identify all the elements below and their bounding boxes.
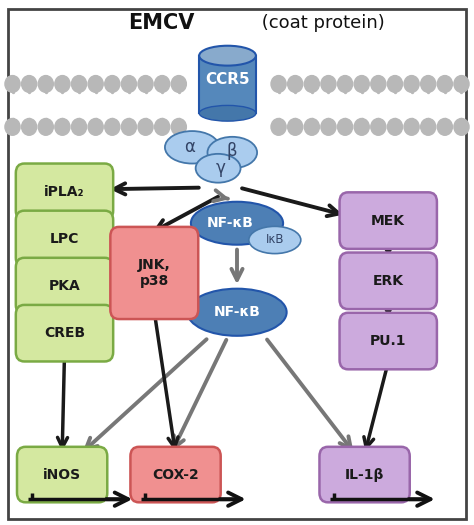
Circle shape xyxy=(72,76,87,92)
Circle shape xyxy=(387,119,402,135)
Circle shape xyxy=(38,119,54,135)
Circle shape xyxy=(5,119,20,135)
Circle shape xyxy=(271,76,286,92)
Circle shape xyxy=(454,119,469,135)
Circle shape xyxy=(105,119,120,135)
Circle shape xyxy=(371,76,386,92)
Circle shape xyxy=(138,76,153,92)
FancyBboxPatch shape xyxy=(16,258,113,314)
Circle shape xyxy=(55,119,70,135)
Text: IκB: IκB xyxy=(265,234,284,246)
Circle shape xyxy=(55,76,70,92)
FancyBboxPatch shape xyxy=(339,313,437,369)
Text: EMCV: EMCV xyxy=(128,13,195,33)
Circle shape xyxy=(155,119,170,135)
Text: iNOS: iNOS xyxy=(43,468,81,481)
Circle shape xyxy=(321,119,336,135)
Circle shape xyxy=(337,76,353,92)
Text: (coat protein): (coat protein) xyxy=(256,14,385,32)
Text: NF-κB: NF-κB xyxy=(214,305,260,319)
Circle shape xyxy=(304,119,319,135)
Ellipse shape xyxy=(165,131,219,164)
Text: CREB: CREB xyxy=(44,326,85,340)
Circle shape xyxy=(5,76,20,92)
Circle shape xyxy=(371,119,386,135)
Circle shape xyxy=(420,76,436,92)
FancyBboxPatch shape xyxy=(130,447,221,502)
FancyBboxPatch shape xyxy=(339,253,437,309)
Circle shape xyxy=(337,119,353,135)
Text: PU.1: PU.1 xyxy=(370,334,407,348)
Circle shape xyxy=(155,76,170,92)
Circle shape xyxy=(22,119,36,135)
Ellipse shape xyxy=(249,226,301,254)
FancyBboxPatch shape xyxy=(16,211,113,267)
Ellipse shape xyxy=(208,137,257,168)
Circle shape xyxy=(354,76,369,92)
FancyBboxPatch shape xyxy=(199,56,256,113)
Circle shape xyxy=(88,76,103,92)
Circle shape xyxy=(438,119,452,135)
FancyBboxPatch shape xyxy=(8,8,466,519)
Circle shape xyxy=(354,119,369,135)
Text: NF-κB: NF-κB xyxy=(207,216,253,230)
FancyBboxPatch shape xyxy=(17,447,107,502)
Circle shape xyxy=(404,119,419,135)
Ellipse shape xyxy=(199,106,256,121)
Circle shape xyxy=(171,76,186,92)
Circle shape xyxy=(72,119,87,135)
Circle shape xyxy=(88,119,103,135)
Circle shape xyxy=(438,76,452,92)
Circle shape xyxy=(105,76,120,92)
Text: iPLA₂: iPLA₂ xyxy=(44,185,85,199)
Text: JNK,
p38: JNK, p38 xyxy=(138,258,171,288)
Circle shape xyxy=(420,119,436,135)
Circle shape xyxy=(321,76,336,92)
Circle shape xyxy=(38,76,54,92)
Circle shape xyxy=(404,76,419,92)
Text: γ: γ xyxy=(216,159,226,177)
Circle shape xyxy=(121,76,137,92)
Text: LPC: LPC xyxy=(50,232,79,246)
FancyBboxPatch shape xyxy=(339,192,437,249)
Ellipse shape xyxy=(196,154,240,183)
Circle shape xyxy=(387,76,402,92)
Circle shape xyxy=(171,119,186,135)
FancyBboxPatch shape xyxy=(110,227,198,319)
Text: ERK: ERK xyxy=(373,274,404,288)
FancyBboxPatch shape xyxy=(16,164,113,220)
Circle shape xyxy=(288,119,303,135)
FancyBboxPatch shape xyxy=(319,447,410,502)
Text: CCR5: CCR5 xyxy=(205,72,250,87)
Text: α: α xyxy=(184,138,195,156)
Circle shape xyxy=(121,119,137,135)
Ellipse shape xyxy=(191,202,283,245)
Text: MEK: MEK xyxy=(371,214,405,228)
Circle shape xyxy=(22,76,36,92)
FancyBboxPatch shape xyxy=(16,305,113,362)
Circle shape xyxy=(304,76,319,92)
Circle shape xyxy=(138,119,153,135)
Text: β: β xyxy=(227,142,237,160)
Text: IL-1β: IL-1β xyxy=(345,468,384,481)
Circle shape xyxy=(271,119,286,135)
Text: COX-2: COX-2 xyxy=(152,468,199,481)
Circle shape xyxy=(288,76,303,92)
Text: PKA: PKA xyxy=(49,279,81,293)
Ellipse shape xyxy=(199,46,256,66)
Ellipse shape xyxy=(187,289,287,336)
Circle shape xyxy=(454,76,469,92)
